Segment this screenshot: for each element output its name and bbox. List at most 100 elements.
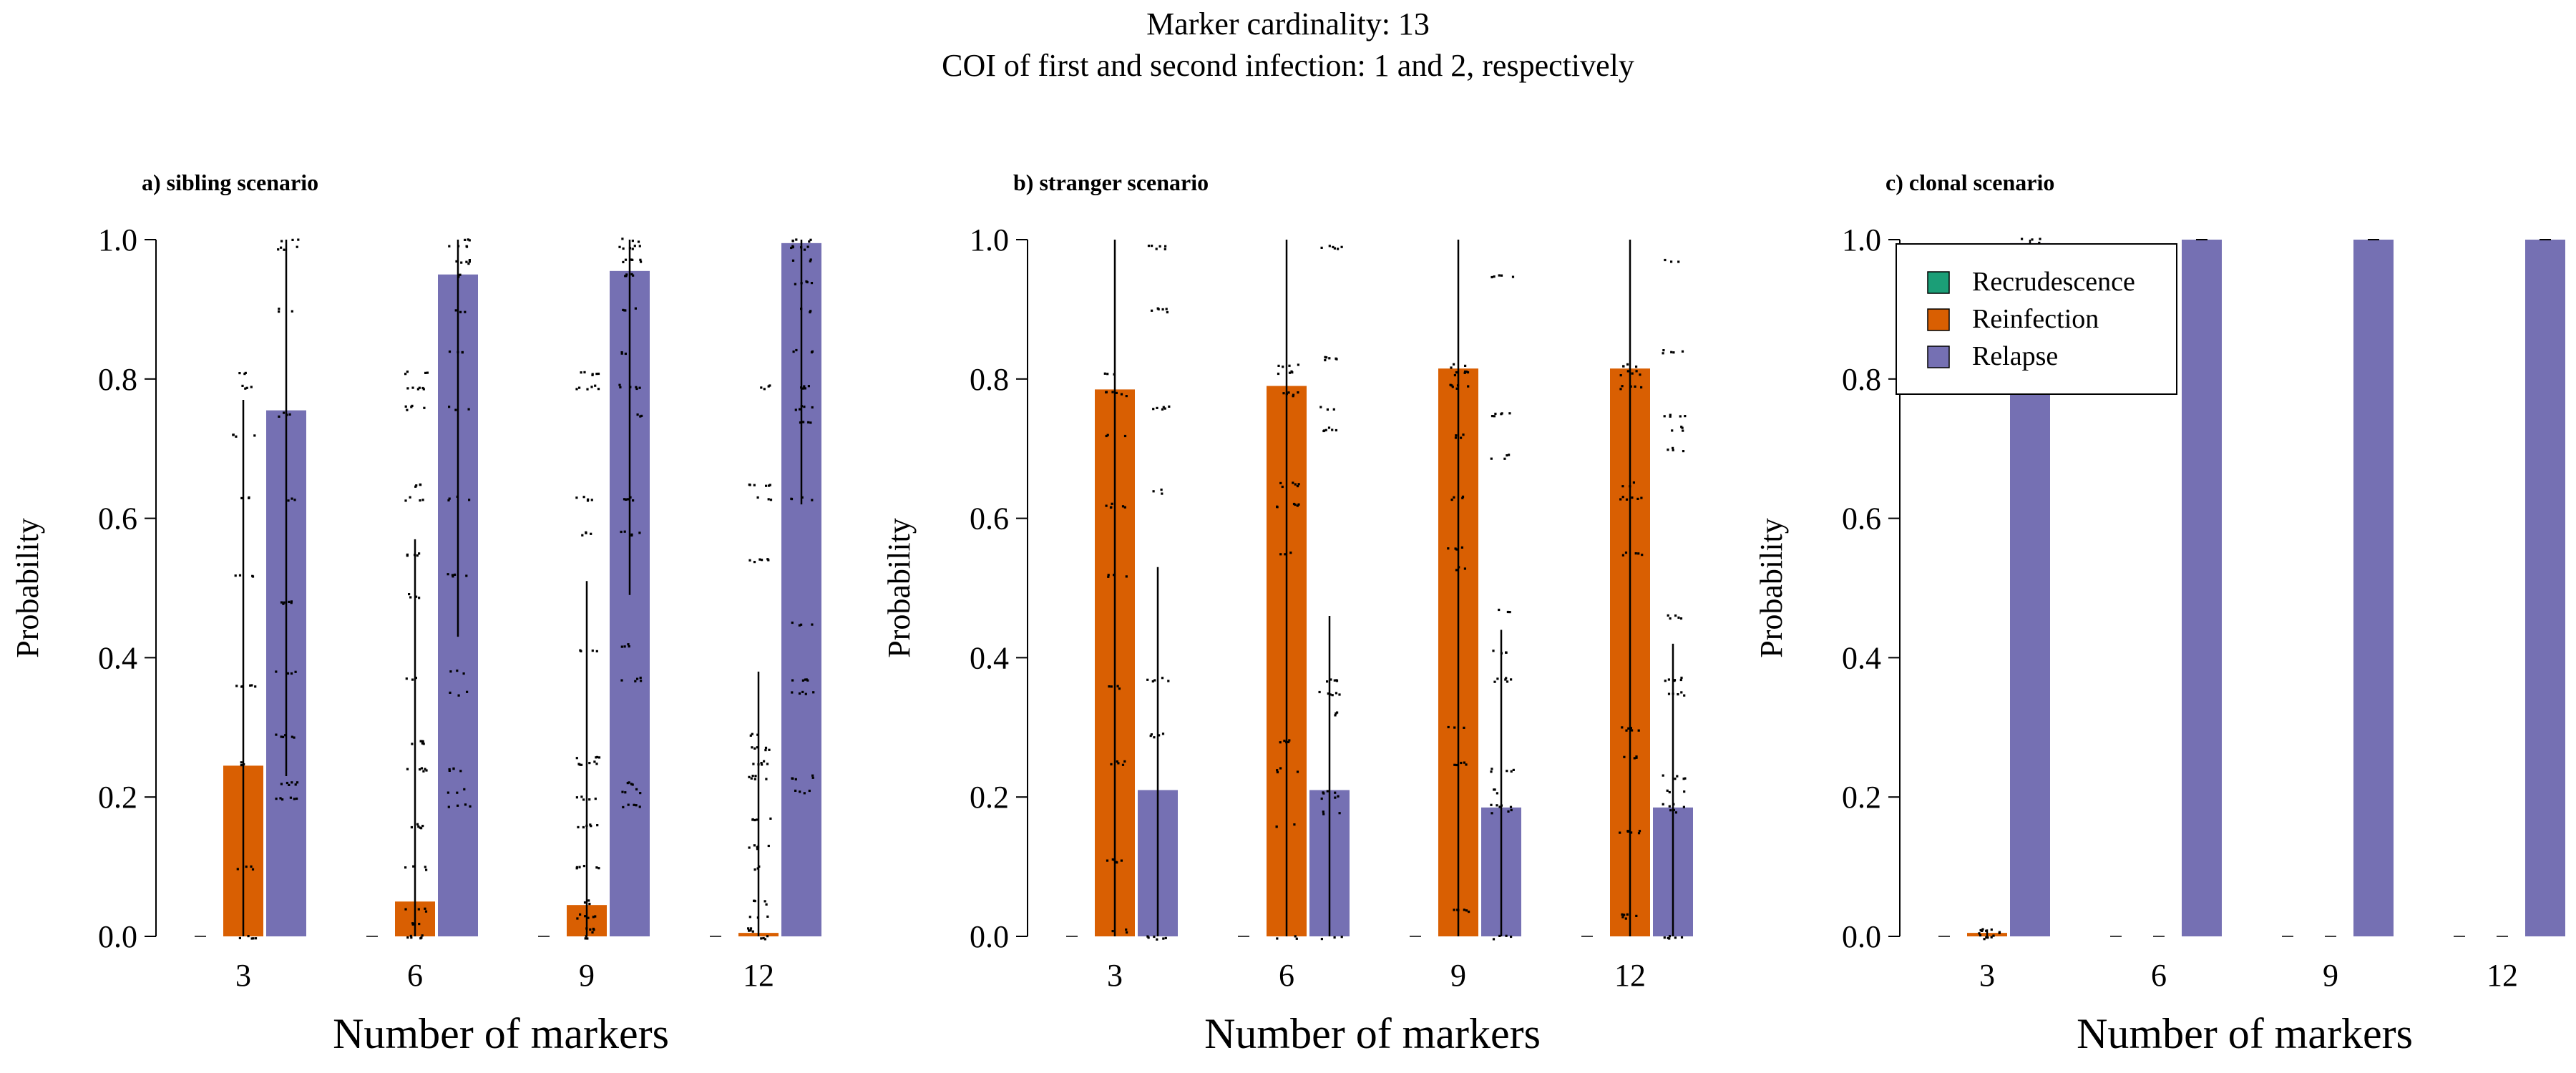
jitter-point bbox=[1105, 391, 1108, 393]
jitter-point bbox=[1979, 934, 1982, 937]
jitter-point bbox=[1631, 496, 1634, 499]
jitter-point bbox=[1630, 831, 1633, 834]
jitter-point bbox=[1147, 936, 1150, 939]
jitter-point bbox=[767, 498, 770, 501]
jitter-point bbox=[1625, 729, 1628, 732]
chart-panel: c) clonal scenario 0.0 0.2 0.4 0.6 0.8 1.0 Prob… bbox=[1754, 170, 2565, 1057]
chart-panel: b) stranger scenario 0.0 0.2 0.4 0.6 0.8 1.0 Pr… bbox=[882, 170, 1693, 1057]
jitter-point bbox=[633, 803, 635, 806]
jitter-point bbox=[1328, 357, 1331, 360]
jitter-point bbox=[291, 781, 293, 784]
jitter-point bbox=[1450, 499, 1453, 501]
jitter-point bbox=[592, 927, 595, 931]
jitter-point bbox=[404, 499, 407, 502]
jitter-point bbox=[1292, 502, 1296, 506]
jitter-point bbox=[447, 791, 449, 794]
jitter-point bbox=[580, 763, 583, 766]
jitter-point bbox=[1491, 768, 1493, 770]
jitter-point bbox=[1682, 778, 1685, 780]
jitter-point bbox=[1453, 763, 1456, 766]
jitter-point bbox=[578, 386, 581, 389]
jitter-point bbox=[638, 805, 641, 808]
jitter-point bbox=[275, 670, 278, 673]
jitter-point bbox=[1105, 504, 1108, 507]
jitter-point bbox=[1463, 761, 1465, 764]
jitter-point bbox=[411, 404, 414, 407]
jitter-point bbox=[1297, 483, 1300, 486]
jitter-point bbox=[1460, 436, 1463, 439]
jitter-point bbox=[1453, 496, 1455, 499]
jitter-point bbox=[624, 309, 627, 312]
jitter-point bbox=[287, 499, 290, 502]
jitter-point bbox=[1493, 680, 1496, 683]
jitter-point bbox=[1123, 760, 1126, 763]
jitter-point bbox=[1277, 364, 1280, 367]
jitter-point bbox=[1631, 372, 1634, 375]
jitter-point bbox=[594, 915, 597, 918]
jitter-point bbox=[1111, 858, 1114, 861]
jitter-point bbox=[791, 621, 794, 624]
jitter-point bbox=[240, 496, 243, 499]
jitter-point bbox=[447, 805, 450, 808]
jitter-point bbox=[1126, 931, 1128, 934]
jitter-point bbox=[1629, 485, 1631, 488]
jitter-point bbox=[1641, 554, 1644, 557]
jitter-point bbox=[799, 790, 801, 793]
jitter-point bbox=[628, 781, 630, 784]
jitter-point bbox=[626, 498, 629, 501]
jitter-point bbox=[1293, 823, 1296, 826]
jitter-point bbox=[756, 818, 758, 821]
jitter-point bbox=[809, 260, 811, 263]
jitter-point bbox=[426, 371, 429, 374]
jitter-point bbox=[1506, 610, 1509, 614]
jitter-point bbox=[592, 916, 595, 918]
jitter-point bbox=[791, 691, 794, 694]
jitter-point bbox=[1637, 729, 1640, 732]
jitter-point bbox=[1168, 405, 1171, 408]
jitter-point bbox=[1494, 412, 1497, 416]
jitter-point bbox=[296, 781, 299, 784]
jitter-point bbox=[763, 388, 766, 391]
jitter-point bbox=[243, 373, 246, 376]
jitter-point bbox=[582, 825, 585, 829]
jitter-point bbox=[1337, 248, 1340, 250]
jitter-point bbox=[1453, 726, 1456, 729]
jitter-point bbox=[1295, 937, 1298, 940]
jitter-point bbox=[1106, 859, 1109, 862]
jitter-point bbox=[1123, 506, 1126, 509]
jitter-point bbox=[1461, 495, 1465, 498]
jitter-point bbox=[790, 497, 793, 500]
jitter-point bbox=[590, 825, 592, 828]
jitter-point bbox=[1163, 407, 1166, 410]
jitter-point bbox=[1449, 383, 1452, 386]
jitter-point bbox=[1338, 693, 1341, 696]
jitter-point bbox=[424, 866, 426, 868]
jitter-point bbox=[1490, 457, 1493, 460]
jitter-point bbox=[1500, 804, 1503, 807]
jitter-point bbox=[465, 574, 468, 577]
jitter-point bbox=[1510, 808, 1513, 812]
jitter-point bbox=[459, 273, 462, 276]
jitter-point bbox=[587, 916, 590, 919]
jitter-point bbox=[413, 923, 416, 926]
jitter-point bbox=[1291, 371, 1294, 374]
jitter-point bbox=[293, 798, 296, 800]
jitter-point bbox=[575, 757, 578, 760]
jitter-point bbox=[1454, 547, 1457, 550]
jitter-point bbox=[1505, 934, 1508, 937]
jitter-point bbox=[1117, 762, 1120, 765]
jitter-point bbox=[1681, 350, 1684, 353]
jitter-point bbox=[1640, 386, 1643, 389]
bar bbox=[2525, 240, 2565, 936]
jitter-point bbox=[1463, 567, 1466, 570]
jitter-point bbox=[800, 308, 803, 310]
jitter-point bbox=[1629, 385, 1632, 388]
jitter-point bbox=[620, 679, 623, 682]
jitter-point bbox=[421, 499, 424, 501]
jitter-point bbox=[1116, 760, 1118, 763]
jitter-point bbox=[758, 558, 761, 561]
jitter-point bbox=[590, 499, 593, 501]
jitter-point bbox=[1163, 248, 1166, 250]
jitter-point bbox=[621, 237, 624, 240]
jitter-point bbox=[1447, 725, 1450, 729]
